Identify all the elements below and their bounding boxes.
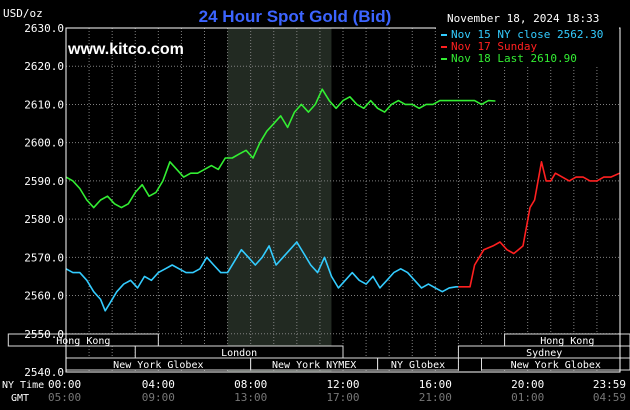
series-line-2 [458,161,620,288]
legend-entry: Nov 17 Sunday [451,40,537,53]
market-session-label: London [221,348,257,359]
market-session-label: NY Globex [391,360,445,371]
x-tick-label-ny: 23:59 [593,378,626,391]
y-tick-label: 2620.0 [24,60,64,73]
gmt-label: GMT [11,393,29,404]
grid [66,27,620,373]
x-tick-label-gmt: 09:00 [142,391,175,404]
y-tick-labels: 2540.0 2550.0 2560.0 2570.0 2580.0 2590.0 2600… [24,22,64,379]
site-watermark: www.kitco.com [67,41,184,58]
unit-label: USD/oz [3,7,43,20]
series-line-3 [65,88,496,209]
market-session-box [377,357,459,371]
y-tick-label: 2630.0 [24,22,64,35]
market-session-label: Hong Kong [56,336,110,347]
x-tick-label-ny: 12:00 [326,378,359,391]
legend-entry: Nov 18 Last 2610.90 [451,52,577,65]
nymex-session-shade [227,28,332,372]
x-tick-label-gmt: 04:59 [593,391,626,404]
x-tick-label-gmt: 01:00 [511,391,544,404]
legend-box [436,27,619,67]
x-tick-label-gmt: 05:00 [48,391,81,404]
market-session-box [7,333,159,347]
x-tick-label-gmt: 13:00 [234,391,267,404]
market-session-label: Hong Kong [540,336,594,347]
x-tick-label-ny: 04:00 [142,378,175,391]
y-tick-label: 2610.0 [24,98,64,111]
market-sessions: Hong Kong London New York Globex New York N… [7,333,630,371]
plot-frame [65,27,621,373]
x-tick-label-ny: 00:00 [48,378,81,391]
market-session-label: New York Globex [113,360,203,371]
x-tick-label-gmt: 21:00 [419,391,452,404]
market-session-label: New York Globex [511,360,601,371]
x-tick-label-ny: 20:00 [511,378,544,391]
y-tick-label: 2570.0 [24,251,64,264]
x-tick-label-ny: 08:00 [234,378,267,391]
legend-entry: Nov 15 NY close 2562.30 [451,28,603,41]
y-tick-label: 2580.0 [24,213,64,226]
series-line-1 [65,241,459,312]
ny-time-label: NY Time [2,380,44,391]
timestamp: November 18, 2024 18:33 [447,12,599,25]
y-tick-label: 2600.0 [24,137,64,150]
y-tick-label: 2590.0 [24,175,64,188]
x-tick-label-gmt: 17:00 [326,391,359,404]
y-tick-label: 2550.0 [24,328,64,341]
market-session-box [481,357,630,371]
nymex-shade-rect [227,28,332,372]
chart-title: 24 Hour Spot Gold (Bid) [199,7,392,26]
y-tick-label: 2560.0 [24,290,64,303]
series-lines [65,88,620,312]
y-tick-label: 2540.0 [24,366,64,379]
market-session-label: Sydney [526,348,562,359]
market-session-label: New York NYMEX [272,360,356,371]
x-tick-label-ny: 16:00 [419,378,452,391]
